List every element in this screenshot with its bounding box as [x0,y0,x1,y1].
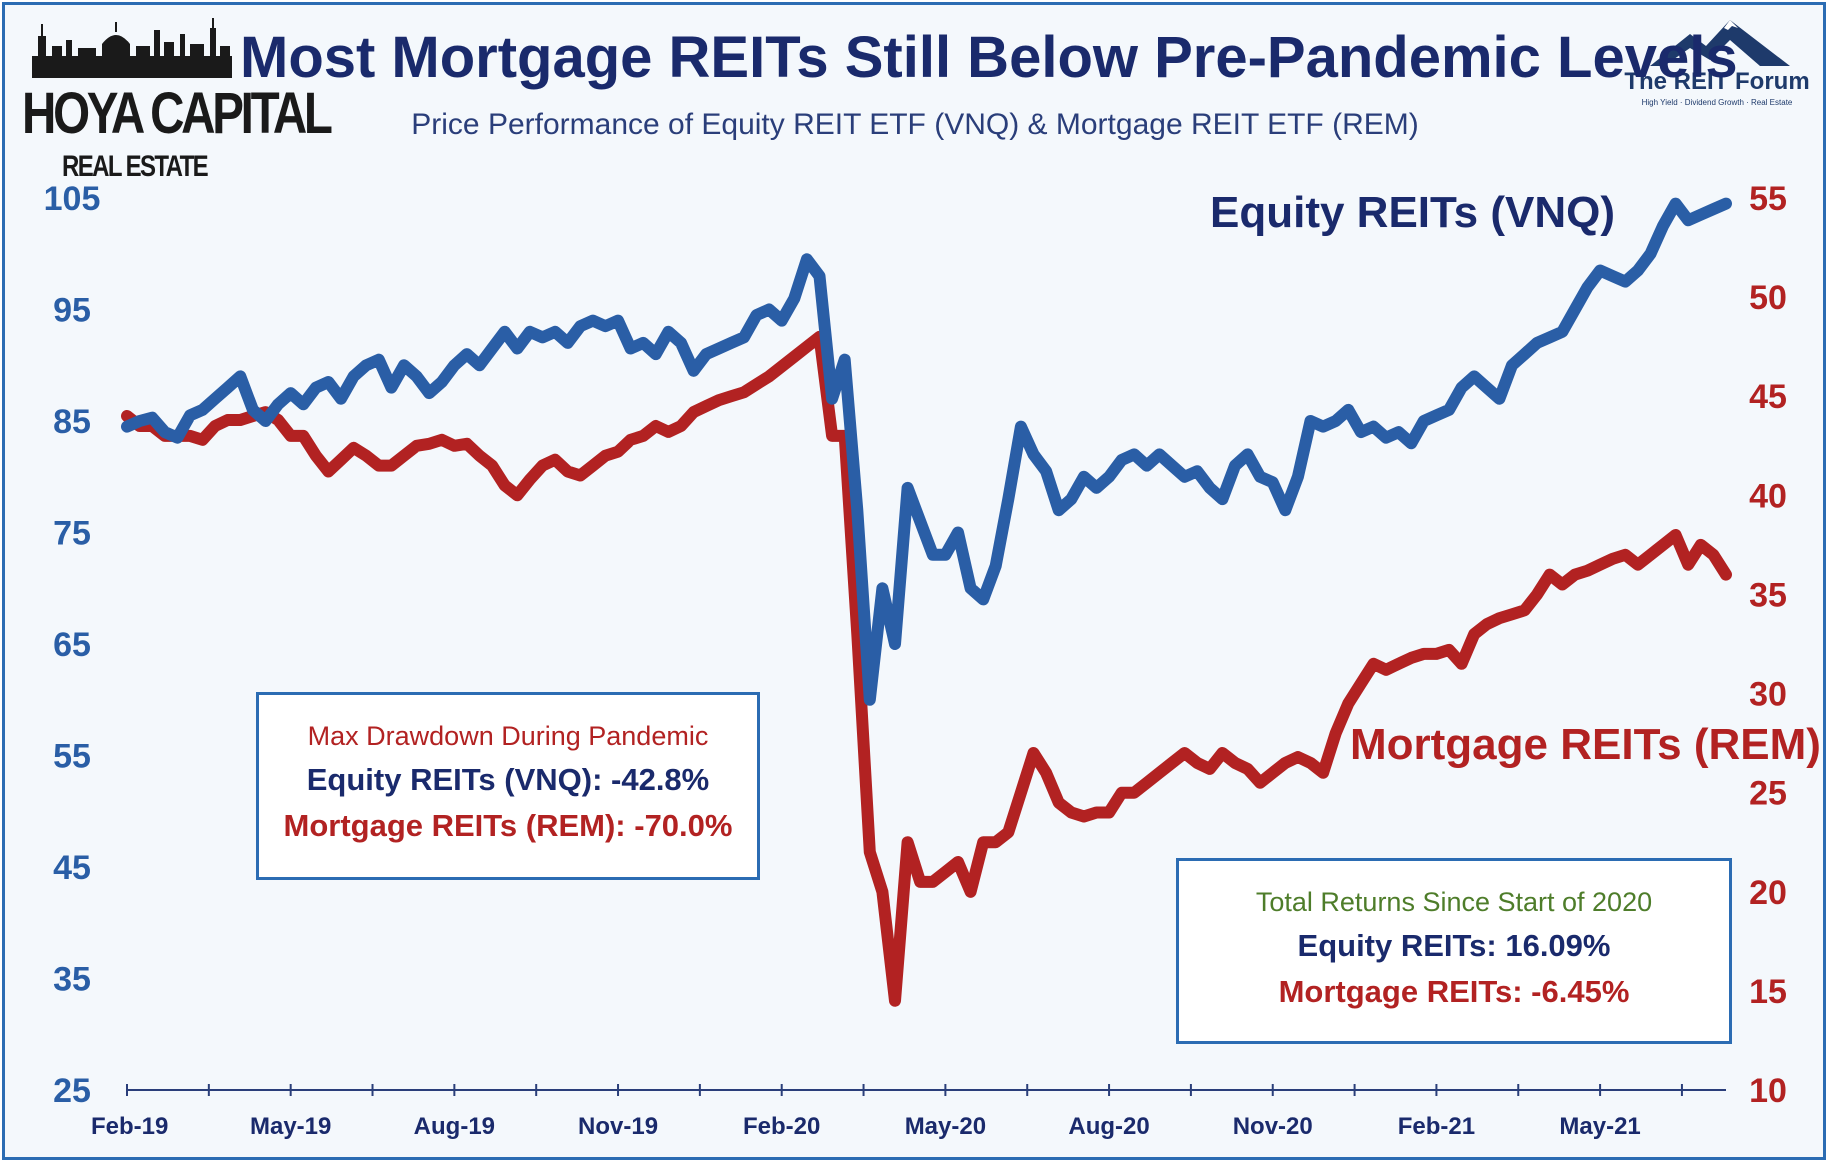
series-line-vnq [121,197,1732,706]
left-axis-tick-label: 65 [53,626,91,664]
x-tick-label: Feb-20 [743,1113,820,1140]
left-axis-tick-label: 85 [53,403,91,441]
city-skyline-icon [32,18,232,78]
right-axis-tick-label: 25 [1749,775,1787,813]
x-tick-label: May-19 [250,1113,331,1140]
right-axis-tick-label: 30 [1749,676,1787,714]
drawdown-box: Max Drawdown During Pandemic Equity REIT… [256,692,760,880]
logo-left-line2: REAL ESTATE [62,150,209,183]
logo-right-tagline: High Yield · Dividend Growth · Real Esta… [1641,98,1793,107]
mountain-icon [1650,20,1790,66]
right-axis-tick-label: 20 [1749,874,1787,912]
drawdown-vnq: Equity REITs (VNQ): -42.8% [306,762,710,797]
chart-title: Most Mortgage REITs Still Below Pre-Pand… [240,25,1738,90]
drawdown-heading: Max Drawdown During Pandemic [307,721,709,751]
right-axis-tick-label: 15 [1749,973,1787,1011]
left-axis-tick-label: 35 [53,961,91,999]
logo-right-name: The REIT Forum [1624,68,1810,95]
returns-vnq: Equity REITs: 16.09% [1297,928,1611,963]
series-label-vnq: Equity REITs (VNQ) [1210,188,1615,237]
left-axis-tick-label: 95 [53,292,91,330]
x-tick-label: Nov-20 [1233,1113,1313,1140]
left-axis-tick-label: 55 [53,738,91,776]
series-label-rem: Mortgage REITs (REM) [1350,720,1821,769]
left-axis-tick-label: 105 [44,180,101,218]
right-axis-tick-label: 10 [1749,1072,1787,1110]
x-tick-label: Feb-19 [91,1113,168,1140]
series-line-rem [121,330,1732,1007]
returns-rem: Mortgage REITs: -6.45% [1278,974,1630,1009]
left-axis-tick-label: 75 [53,515,91,553]
x-tick-label: May-20 [905,1113,986,1140]
x-tick-label: Nov-19 [578,1113,658,1140]
x-tick-label: Feb-21 [1398,1113,1475,1140]
chart-subtitle: Price Performance of Equity REIT ETF (VN… [411,108,1419,141]
reit-forum-logo: The REIT Forum High Yield · Dividend Gro… [1622,20,1812,110]
returns-heading: Total Returns Since Start of 2020 [1255,887,1653,917]
x-tick-label: Aug-19 [414,1113,495,1140]
x-tick-label: Aug-20 [1068,1113,1149,1140]
right-axis-tick-label: 45 [1749,378,1787,416]
returns-box: Total Returns Since Start of 2020 Equity… [1176,858,1732,1044]
right-axis-tick-label: 50 [1749,279,1787,317]
right-axis-tick-label: 35 [1749,576,1787,614]
left-axis-tick-label: 45 [53,849,91,887]
right-axis-tick-label: 40 [1749,477,1787,515]
x-tick-label: May-21 [1559,1113,1640,1140]
right-axis-tick-label: 55 [1749,180,1787,218]
drawdown-rem: Mortgage REITs (REM): -70.0% [283,808,733,843]
left-axis-tick-label: 25 [53,1072,91,1110]
